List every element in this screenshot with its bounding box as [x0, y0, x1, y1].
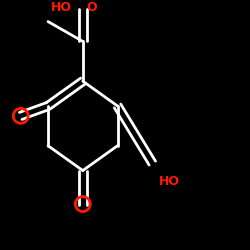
Text: HO: HO [50, 2, 71, 15]
Text: O: O [86, 2, 97, 15]
Text: HO: HO [158, 175, 180, 188]
